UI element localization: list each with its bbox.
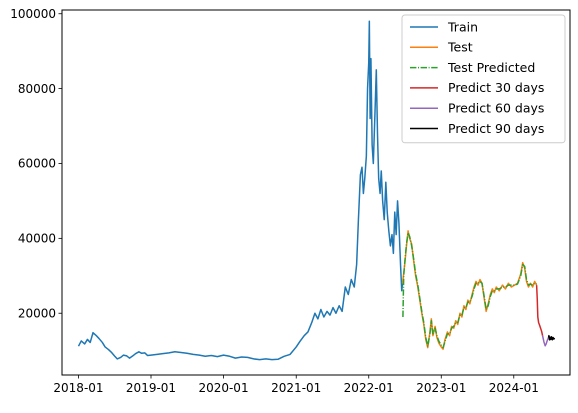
legend: Train Test Test Predicted Predict 30 days Pr… <box>401 14 566 144</box>
y-tick-label: 80000 <box>18 82 56 96</box>
y-tick-label: 40000 <box>18 232 56 246</box>
legend-label-predict-30-days: Predict 30 days <box>448 80 544 95</box>
y-tick-label: 60000 <box>18 157 56 171</box>
series-line-test <box>401 230 538 350</box>
x-tick-label: 2022-01 <box>344 381 394 395</box>
series-line-predict-60-days <box>541 335 550 347</box>
legend-label-predict-60-days: Predict 60 days <box>448 101 544 116</box>
legend-label-test-predicted: Test Predicted <box>447 60 535 75</box>
x-tick-label: 2023-01 <box>416 381 466 395</box>
plot-lines <box>77 20 556 361</box>
legend-label-test: Test <box>447 40 473 55</box>
y-axis-ticks: 20000 40000 60000 80000 100000 <box>10 7 62 320</box>
x-tick-label: 2018-01 <box>53 381 103 395</box>
y-tick-label: 20000 <box>18 306 56 320</box>
legend-label-predict-90-days: Predict 90 days <box>448 121 544 136</box>
series-line-test-predicted <box>402 231 537 349</box>
y-tick-label: 100000 <box>10 7 56 21</box>
series-line-predict-90-days <box>547 334 556 341</box>
x-tick-label: 2019-01 <box>126 381 176 395</box>
x-tick-label: 2024-01 <box>489 381 539 395</box>
legend-box <box>401 14 566 144</box>
axes-frame <box>61 9 571 376</box>
x-tick-label: 2021-01 <box>271 381 321 395</box>
x-axis-ticks: 2018-01 2019-01 2020-01 2021-01 2022-01 2023-… <box>53 375 539 395</box>
legend-label-train: Train <box>447 19 478 34</box>
series-line-predict-30-days <box>535 285 544 336</box>
series-line-train <box>77 20 404 361</box>
x-tick-label: 2020-01 <box>198 381 248 395</box>
